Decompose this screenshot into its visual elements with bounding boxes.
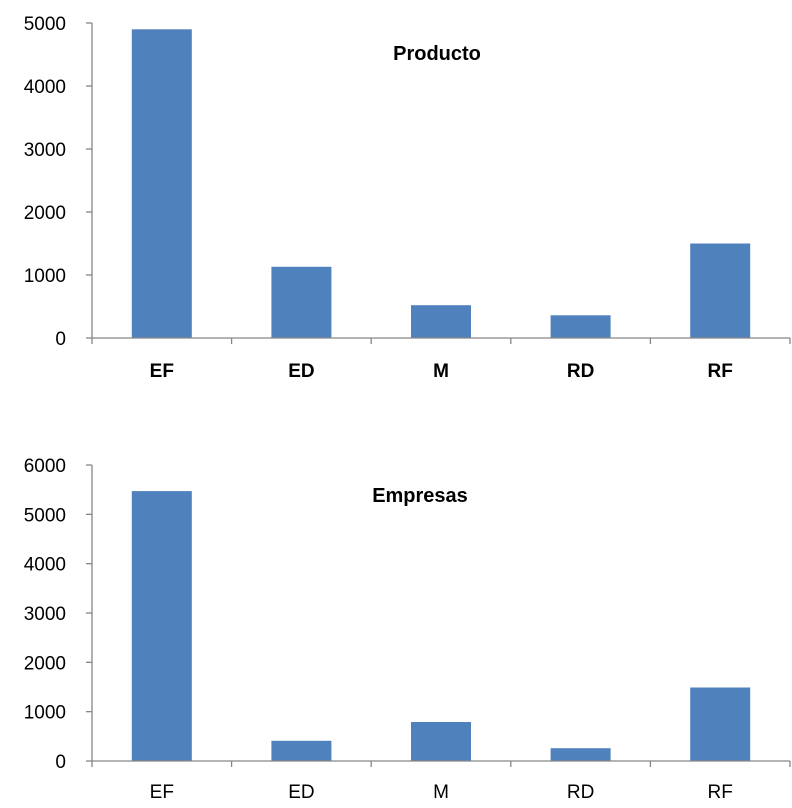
y-tick-label: 1000 (24, 266, 66, 287)
bar-ed (271, 266, 332, 338)
y-tick-label: 3000 (24, 140, 66, 161)
bar-ef (131, 491, 192, 761)
bar-ed (271, 740, 332, 761)
y-tick-labels: 0 1000 2000 3000 4000 5000 (24, 14, 66, 350)
y-tick-label: 0 (55, 752, 66, 773)
bars (131, 29, 751, 339)
y-tick-label: 1000 (24, 703, 66, 724)
x-tick-label: EF (150, 782, 174, 803)
chart-empresas: Empresas EF ED M RD RF 0 1000 2000 3000 … (24, 456, 791, 803)
bar-rf (690, 243, 751, 338)
x-tick-label: ED (288, 782, 314, 803)
x-tick-label: EF (150, 361, 174, 382)
x-ticks (91, 338, 791, 344)
y-tick-label: 5000 (24, 14, 66, 35)
x-tick-label: RF (708, 782, 733, 803)
y-tick-labels: 0 1000 2000 3000 4000 5000 6000 (24, 456, 66, 773)
x-tick-label: RD (567, 782, 594, 803)
bar-ef (131, 29, 192, 339)
y-tick-label: 5000 (24, 505, 66, 526)
bars (131, 491, 751, 761)
chart-title: Empresas (372, 485, 468, 507)
bar-m (411, 305, 471, 338)
y-tick-label: 4000 (24, 555, 66, 576)
y-tick-label: 4000 (24, 77, 66, 98)
x-tick-label: ED (288, 361, 314, 382)
bar-rd (550, 315, 611, 338)
y-tick-label: 0 (55, 329, 66, 350)
bar-m (411, 722, 471, 761)
x-tick-labels: EF ED M RD RF (150, 782, 733, 803)
y-tick-label: 2000 (24, 203, 66, 224)
bar-rf (690, 687, 751, 761)
y-tick-label: 2000 (24, 653, 66, 674)
y-tick-label: 6000 (24, 456, 66, 477)
y-tick-label: 3000 (24, 604, 66, 625)
x-tick-labels: EF ED M RD RF (150, 361, 733, 382)
x-tick-label: M (433, 361, 449, 382)
x-tick-label: RF (708, 361, 733, 382)
x-tick-label: RD (567, 361, 594, 382)
y-ticks (86, 464, 92, 762)
bar-rd (550, 748, 611, 761)
x-tick-label: M (433, 782, 449, 803)
chart-title: Producto (393, 43, 481, 65)
x-ticks (91, 761, 791, 767)
chart-producto: Producto EF ED M RD RF 0 1000 2000 3000 … (24, 14, 791, 382)
y-ticks (86, 22, 92, 339)
